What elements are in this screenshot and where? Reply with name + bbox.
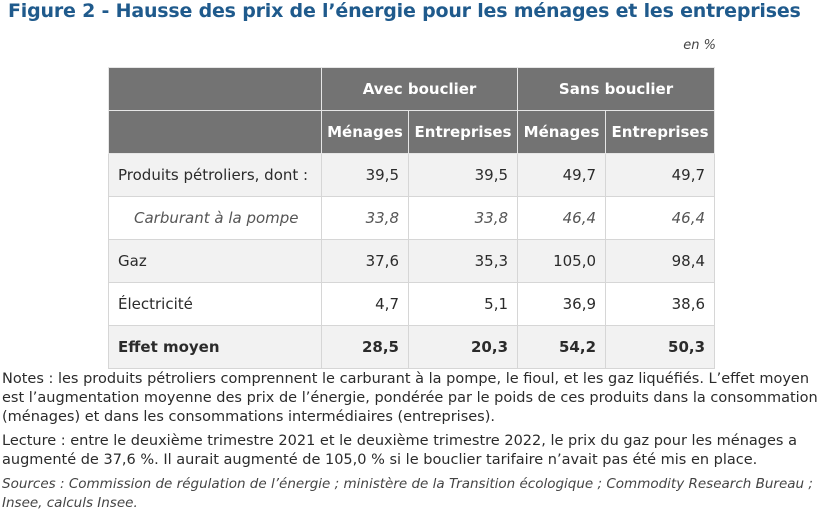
unit-label: en % bbox=[683, 38, 716, 53]
table-row-produits-petroliers: Produits pétroliers, dont : 39,5 39,5 49… bbox=[108, 153, 716, 197]
row-label: Produits pétroliers, dont : bbox=[108, 153, 322, 197]
cell-value: 4,7 bbox=[321, 282, 409, 326]
header-menages-sans: Ménages bbox=[517, 110, 607, 154]
cell-value: 20,3 bbox=[407, 325, 519, 369]
cell-value: 46,4 bbox=[517, 196, 607, 240]
cell-value: 33,8 bbox=[321, 196, 409, 240]
header-blank-cell bbox=[108, 110, 322, 154]
sources-text: Sources : Commission de régulation de l’… bbox=[2, 476, 813, 511]
notes-text: Notes : les produits pétroliers comprenn… bbox=[2, 371, 818, 425]
table-row-electricite: Électricité 4,7 5,1 36,9 38,6 bbox=[108, 282, 716, 326]
cell-value: 5,1 bbox=[407, 282, 519, 326]
row-label: Électricité bbox=[108, 282, 322, 326]
header-entreprises-sans: Entreprises bbox=[605, 110, 716, 154]
row-label: Effet moyen bbox=[108, 325, 322, 369]
cell-value: 50,3 bbox=[605, 325, 716, 369]
header-menages-avec: Ménages bbox=[321, 110, 409, 154]
row-label: Gaz bbox=[108, 239, 322, 283]
table-row-effet-moyen: Effet moyen 28,5 20,3 54,2 50,3 bbox=[108, 325, 716, 369]
cell-value: 39,5 bbox=[321, 153, 409, 197]
energy-price-table: Avec bouclier Sans bouclier Ménages Entr… bbox=[108, 67, 716, 369]
header-entreprises-avec: Entreprises bbox=[407, 110, 519, 154]
row-label: Carburant à la pompe bbox=[108, 196, 322, 240]
header-blank-cell bbox=[108, 67, 322, 111]
cell-value: 28,5 bbox=[321, 325, 409, 369]
cell-value: 98,4 bbox=[605, 239, 716, 283]
table-row-carburant: Carburant à la pompe 33,8 33,8 46,4 46,4 bbox=[108, 196, 716, 240]
figure-title: Figure 2 - Hausse des prix de l’énergie … bbox=[8, 0, 801, 22]
reading-text: Lecture : entre le deuxième trimestre 20… bbox=[2, 433, 797, 468]
cell-value: 105,0 bbox=[517, 239, 607, 283]
table-row-gaz: Gaz 37,6 35,3 105,0 98,4 bbox=[108, 239, 716, 283]
cell-value: 37,6 bbox=[321, 239, 409, 283]
cell-value: 36,9 bbox=[517, 282, 607, 326]
notes-section: Notes : les produits pétroliers comprenn… bbox=[2, 370, 818, 518]
cell-value: 38,6 bbox=[605, 282, 716, 326]
cell-value: 49,7 bbox=[517, 153, 607, 197]
cell-value: 46,4 bbox=[605, 196, 716, 240]
header-sans-bouclier: Sans bouclier bbox=[517, 67, 716, 111]
group-header-row: Avec bouclier Sans bouclier bbox=[108, 67, 716, 111]
header-avec-bouclier: Avec bouclier bbox=[320, 67, 519, 111]
cell-value: 35,3 bbox=[407, 239, 519, 283]
cell-value: 54,2 bbox=[517, 325, 607, 369]
cell-value: 49,7 bbox=[605, 153, 716, 197]
cell-value: 39,5 bbox=[407, 153, 519, 197]
cell-value: 33,8 bbox=[407, 196, 519, 240]
sub-header-row: Ménages Entreprises Ménages Entreprises bbox=[108, 110, 716, 154]
